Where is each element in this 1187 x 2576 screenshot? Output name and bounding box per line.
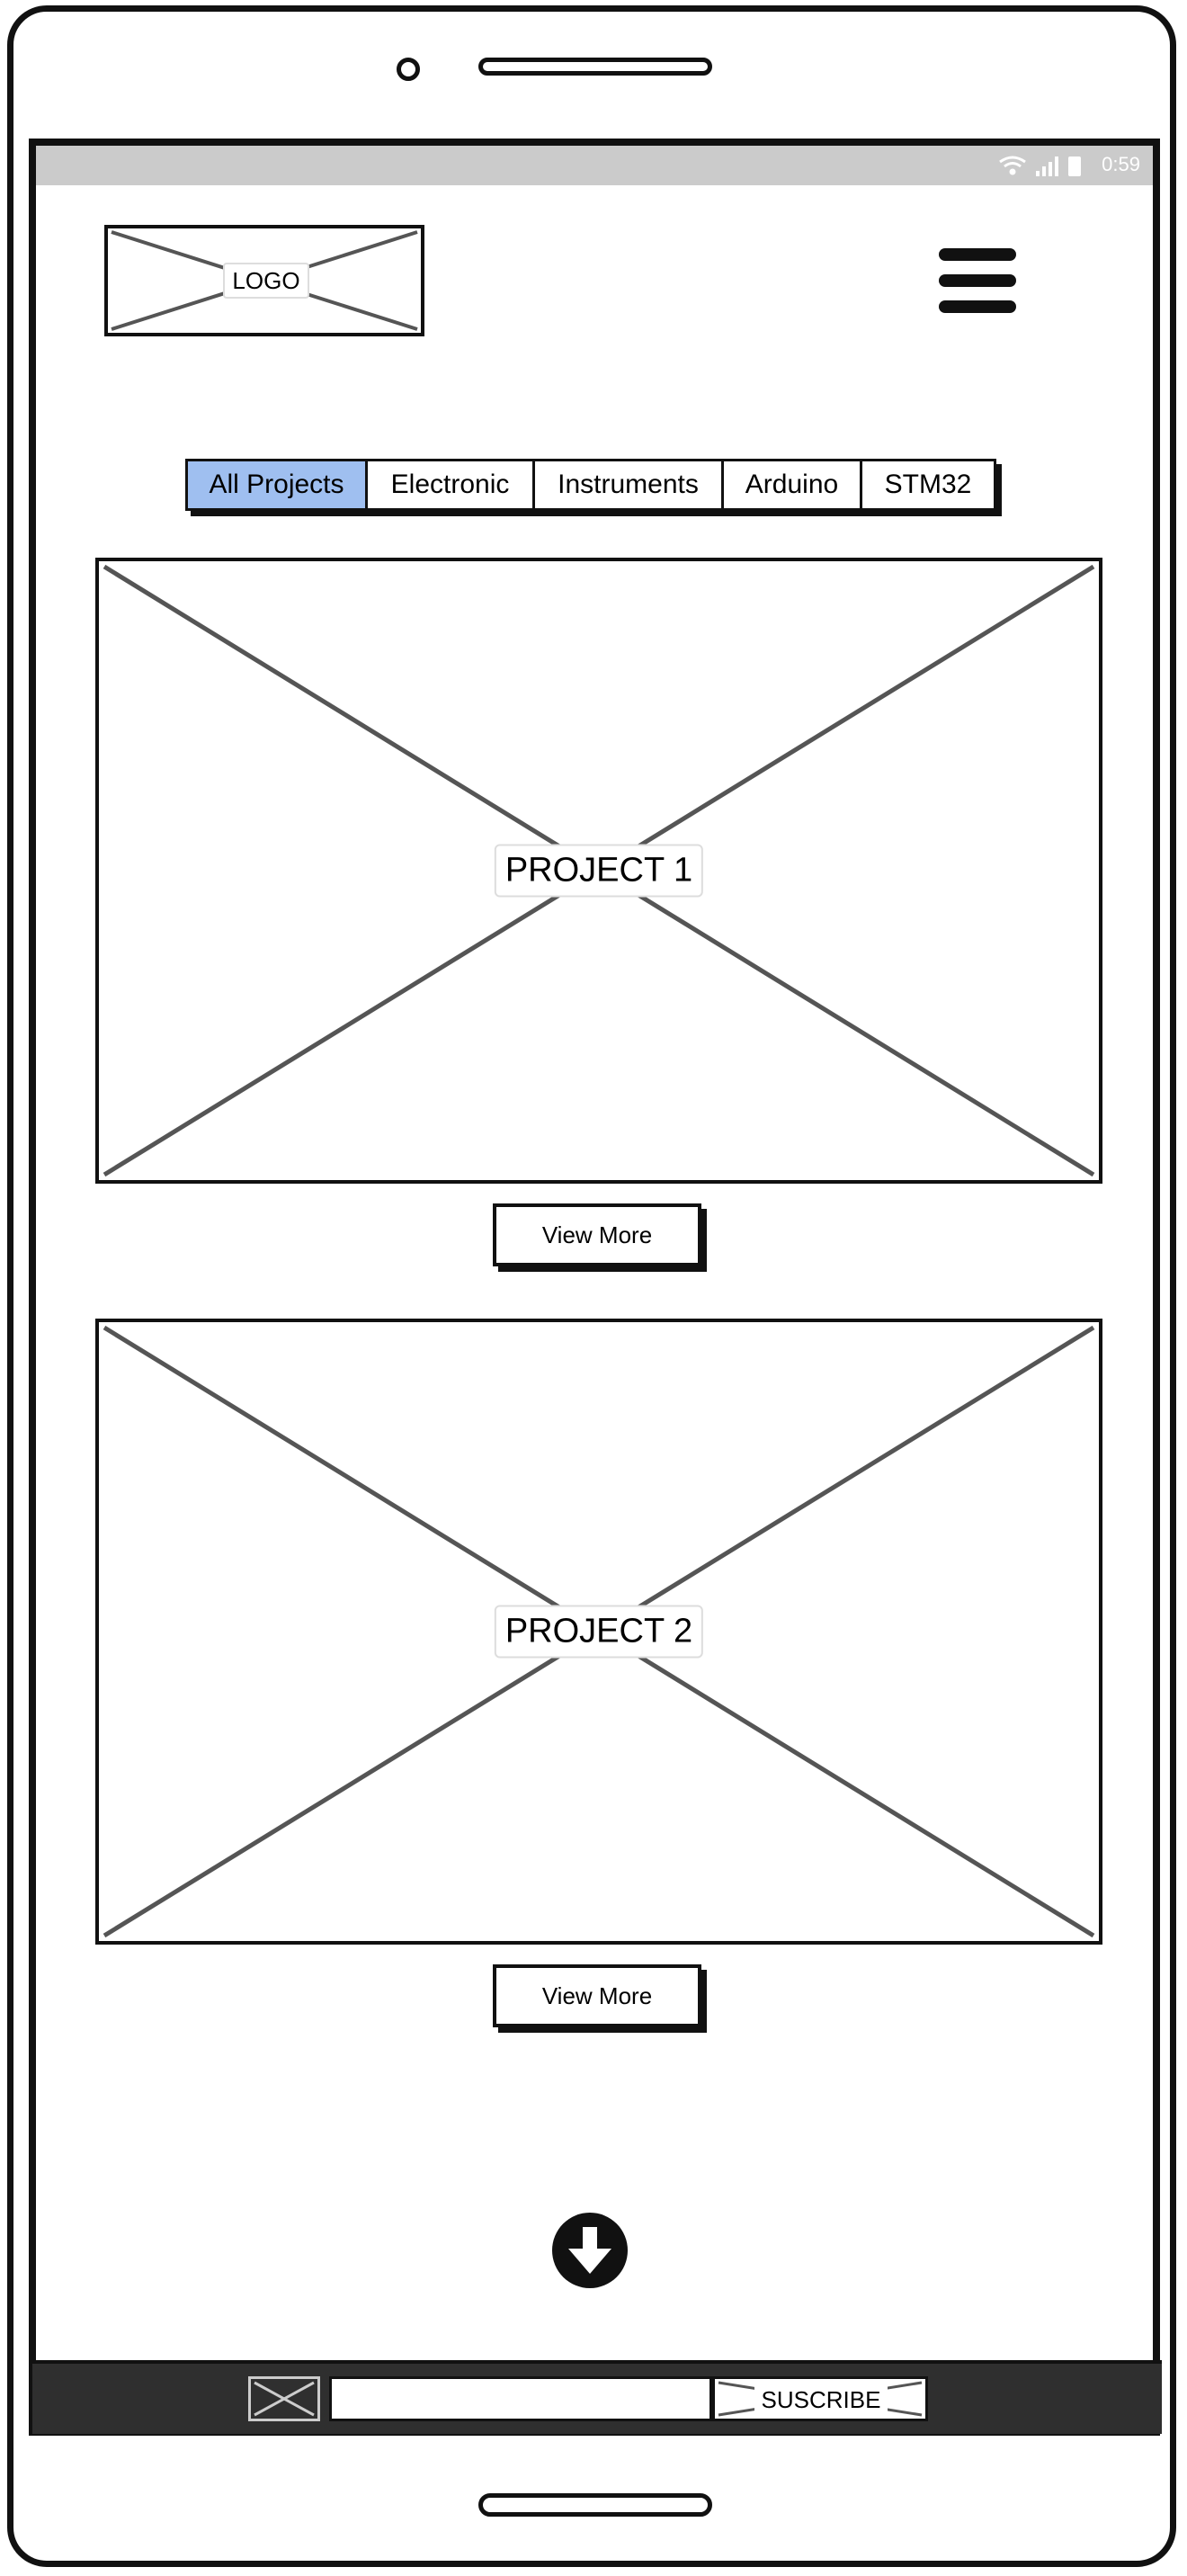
logo-text: LOGO (223, 263, 309, 299)
wifi-icon (999, 156, 1026, 175)
battery-icon (1068, 157, 1081, 176)
camera-icon (397, 58, 420, 81)
subscribe-input[interactable] (329, 2376, 712, 2421)
home-button[interactable] (478, 2493, 712, 2517)
image-placeholder-icon (248, 2376, 320, 2421)
status-time: 0:59 (1102, 153, 1140, 175)
tab-instruments[interactable]: Instruments (535, 461, 724, 508)
project-card-2-image[interactable]: PROJECT 2 (95, 1319, 1102, 1945)
tab-arduino[interactable]: Arduino (724, 461, 862, 508)
tab-all-projects[interactable]: All Projects (188, 461, 368, 508)
tab-electronic[interactable]: Electronic (368, 461, 535, 508)
status-icons (999, 156, 1081, 176)
arrow-down-circle-icon[interactable] (552, 2213, 628, 2288)
hamburger-menu-icon[interactable] (939, 248, 1016, 313)
speaker-grille (478, 58, 712, 76)
project-card-1-image[interactable]: PROJECT 1 (95, 558, 1102, 1184)
view-more-button[interactable]: View More (493, 1203, 701, 1266)
status-bar: 0:59 (36, 146, 1153, 185)
subscribe-button-label: SUSCRIBE (754, 2384, 888, 2415)
tab-stm32[interactable]: STM32 (884, 470, 972, 499)
screen (29, 139, 1160, 2436)
view-more-button[interactable]: View More (493, 1964, 701, 2027)
project-title: PROJECT 1 (494, 844, 704, 898)
signal-icon (1036, 157, 1058, 176)
filter-tab-bar: All Projects Electronic Instruments Ardu… (185, 459, 996, 511)
subscribe-button[interactable]: SUSCRIBE (712, 2376, 928, 2421)
project-title: PROJECT 2 (494, 1605, 704, 1659)
